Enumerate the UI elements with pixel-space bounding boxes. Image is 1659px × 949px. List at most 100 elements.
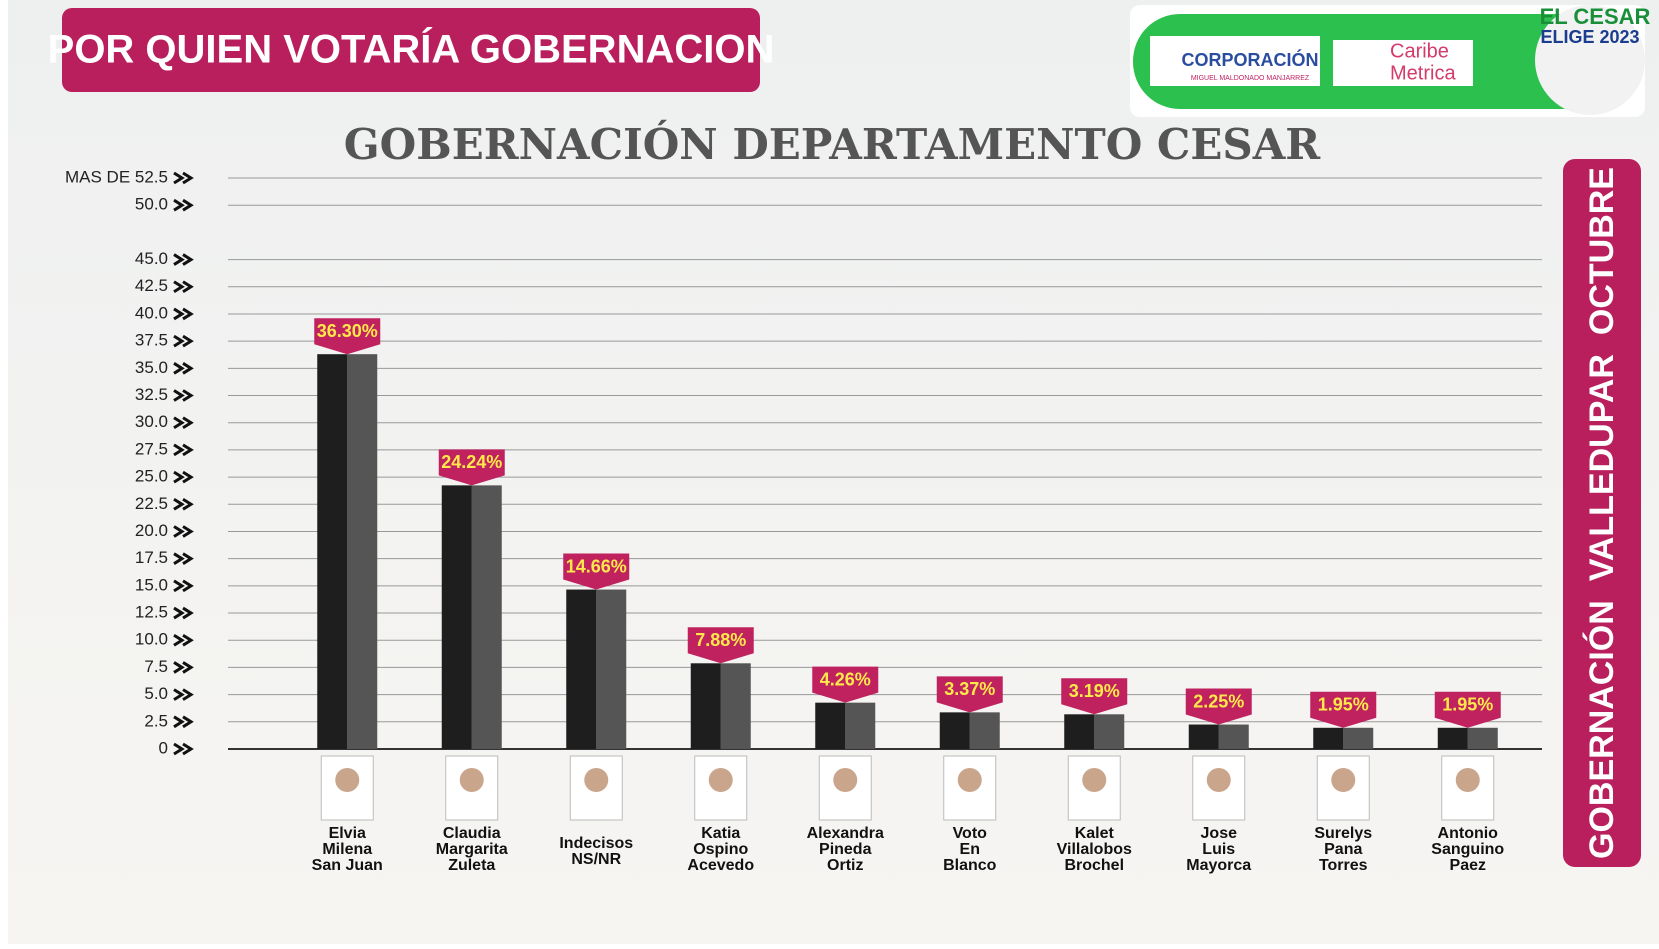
x-tick-label: Antonio xyxy=(1438,825,1499,842)
value-label-box xyxy=(1185,688,1252,725)
value-label-box xyxy=(936,676,1003,713)
tick-arrow xyxy=(173,715,194,729)
candidate-face xyxy=(1082,768,1107,792)
value-label: 4.26% xyxy=(820,669,871,689)
y-tick-label: 32.5 xyxy=(135,385,168,404)
badge-top: EL CESAR xyxy=(1540,4,1651,29)
bar xyxy=(1313,727,1374,749)
tick-arrow xyxy=(173,171,194,185)
x-tick-label: NS/NR xyxy=(571,851,621,868)
x-tick-label: Claudia xyxy=(443,825,501,842)
tick-arrow xyxy=(173,742,194,756)
x-tick-label: Brochel xyxy=(1064,857,1124,874)
y-tick-label: 50.0 xyxy=(135,195,168,214)
x-tick-label: Milena xyxy=(322,841,372,858)
y-tick-label: 27.5 xyxy=(135,439,168,458)
candidate-face xyxy=(1206,768,1231,792)
candidate-face xyxy=(584,768,609,792)
tick-arrow xyxy=(173,334,194,348)
tick-arrow xyxy=(173,253,194,266)
bar xyxy=(317,354,378,749)
logo-name: CORPORACIÓN xyxy=(1181,49,1318,70)
x-tick-label: Jose xyxy=(1201,825,1238,842)
bar xyxy=(1188,724,1249,749)
y-tick-label: 40.0 xyxy=(135,303,168,322)
bar xyxy=(1064,714,1125,749)
bar xyxy=(441,485,502,749)
value-label: 3.37% xyxy=(944,679,995,699)
value-label-box xyxy=(1310,691,1377,728)
tick-arrow xyxy=(173,280,194,294)
header-box xyxy=(62,8,760,92)
value-label-box xyxy=(438,449,505,486)
tick-arrow xyxy=(173,307,194,321)
logo-box xyxy=(1150,36,1320,86)
header-title: POR QUIEN VOTARÍA GOBERNACION xyxy=(48,27,775,72)
candidate-face xyxy=(335,768,360,792)
y-tick-label: 10.0 xyxy=(135,630,168,649)
candidate-face xyxy=(1331,768,1356,792)
tick-arrow xyxy=(173,633,194,647)
x-tick-label: Sanguino xyxy=(1431,841,1504,858)
tick-arrow xyxy=(173,606,194,620)
value-label-box xyxy=(563,553,630,590)
bar xyxy=(815,702,876,749)
value-label-box xyxy=(314,318,381,355)
y-tick-label: 37.5 xyxy=(135,331,168,350)
value-label-box xyxy=(1061,678,1128,715)
y-tick-label: 0 xyxy=(159,738,168,757)
value-label-box xyxy=(1434,691,1501,728)
tick-arrow xyxy=(173,198,194,212)
tick-arrow xyxy=(173,661,194,674)
x-tick-label: Ospino xyxy=(693,841,748,858)
value-label: 36.30% xyxy=(317,321,378,341)
badge xyxy=(1535,5,1645,115)
badge-bottom: ELIGE 2023 xyxy=(1540,27,1639,47)
tick-arrow xyxy=(173,579,194,593)
x-tick-label: Villalobos xyxy=(1057,841,1132,858)
x-tick-label: Mayorca xyxy=(1186,857,1251,874)
candidate-face xyxy=(833,768,858,792)
value-label: 7.88% xyxy=(695,630,746,650)
y-tick-label: 2.5 xyxy=(144,711,168,730)
value-label: 3.19% xyxy=(1069,681,1120,701)
x-tick-label: En xyxy=(960,841,980,858)
x-tick-label: Blanco xyxy=(943,857,997,874)
y-tick-label: 42.5 xyxy=(135,276,168,295)
bar xyxy=(690,663,751,749)
tick-arrow xyxy=(173,688,194,701)
tick-arrow xyxy=(173,470,194,484)
x-tick-label: Zuleta xyxy=(448,857,495,874)
x-tick-label: Luis xyxy=(1202,841,1235,858)
tick-arrow xyxy=(173,525,194,538)
x-tick-label: Pineda xyxy=(819,841,872,858)
tick-arrow xyxy=(173,389,194,402)
x-tick-label: Acevedo xyxy=(687,857,754,874)
y-tick-label: 15.0 xyxy=(135,575,168,594)
value-label: 1.95% xyxy=(1442,695,1493,715)
candidate-photo xyxy=(694,755,748,821)
y-tick-label: 20.0 xyxy=(135,521,168,540)
chart-title: GOBERNACIÓN DEPARTAMENTO CESAR xyxy=(344,119,1321,169)
x-tick-label: Voto xyxy=(953,825,988,842)
value-label: 2.25% xyxy=(1193,691,1244,711)
x-tick-label: Ortiz xyxy=(827,857,863,874)
x-tick-label: Surelys xyxy=(1314,825,1372,842)
x-tick-label: Torres xyxy=(1319,857,1368,874)
value-label: 1.95% xyxy=(1318,695,1369,715)
tick-arrow xyxy=(173,416,194,429)
x-tick-label: Alexandra xyxy=(807,825,884,842)
y-tick-label: 17.5 xyxy=(135,548,168,567)
y-tick-label: 22.5 xyxy=(135,494,168,513)
y-tick-label: 5.0 xyxy=(144,684,168,703)
candidate-photo xyxy=(1441,755,1495,821)
side-label: GOBERNACIÓN VALLEDUPAR OCTUBRE xyxy=(1583,167,1621,859)
tick-arrow xyxy=(173,552,194,565)
tick-arrow xyxy=(173,443,194,457)
value-label: 14.66% xyxy=(566,556,627,576)
candidate-face xyxy=(1455,768,1480,792)
x-tick-label: San Juan xyxy=(312,857,383,874)
y-tick-label: 35.0 xyxy=(135,358,168,377)
